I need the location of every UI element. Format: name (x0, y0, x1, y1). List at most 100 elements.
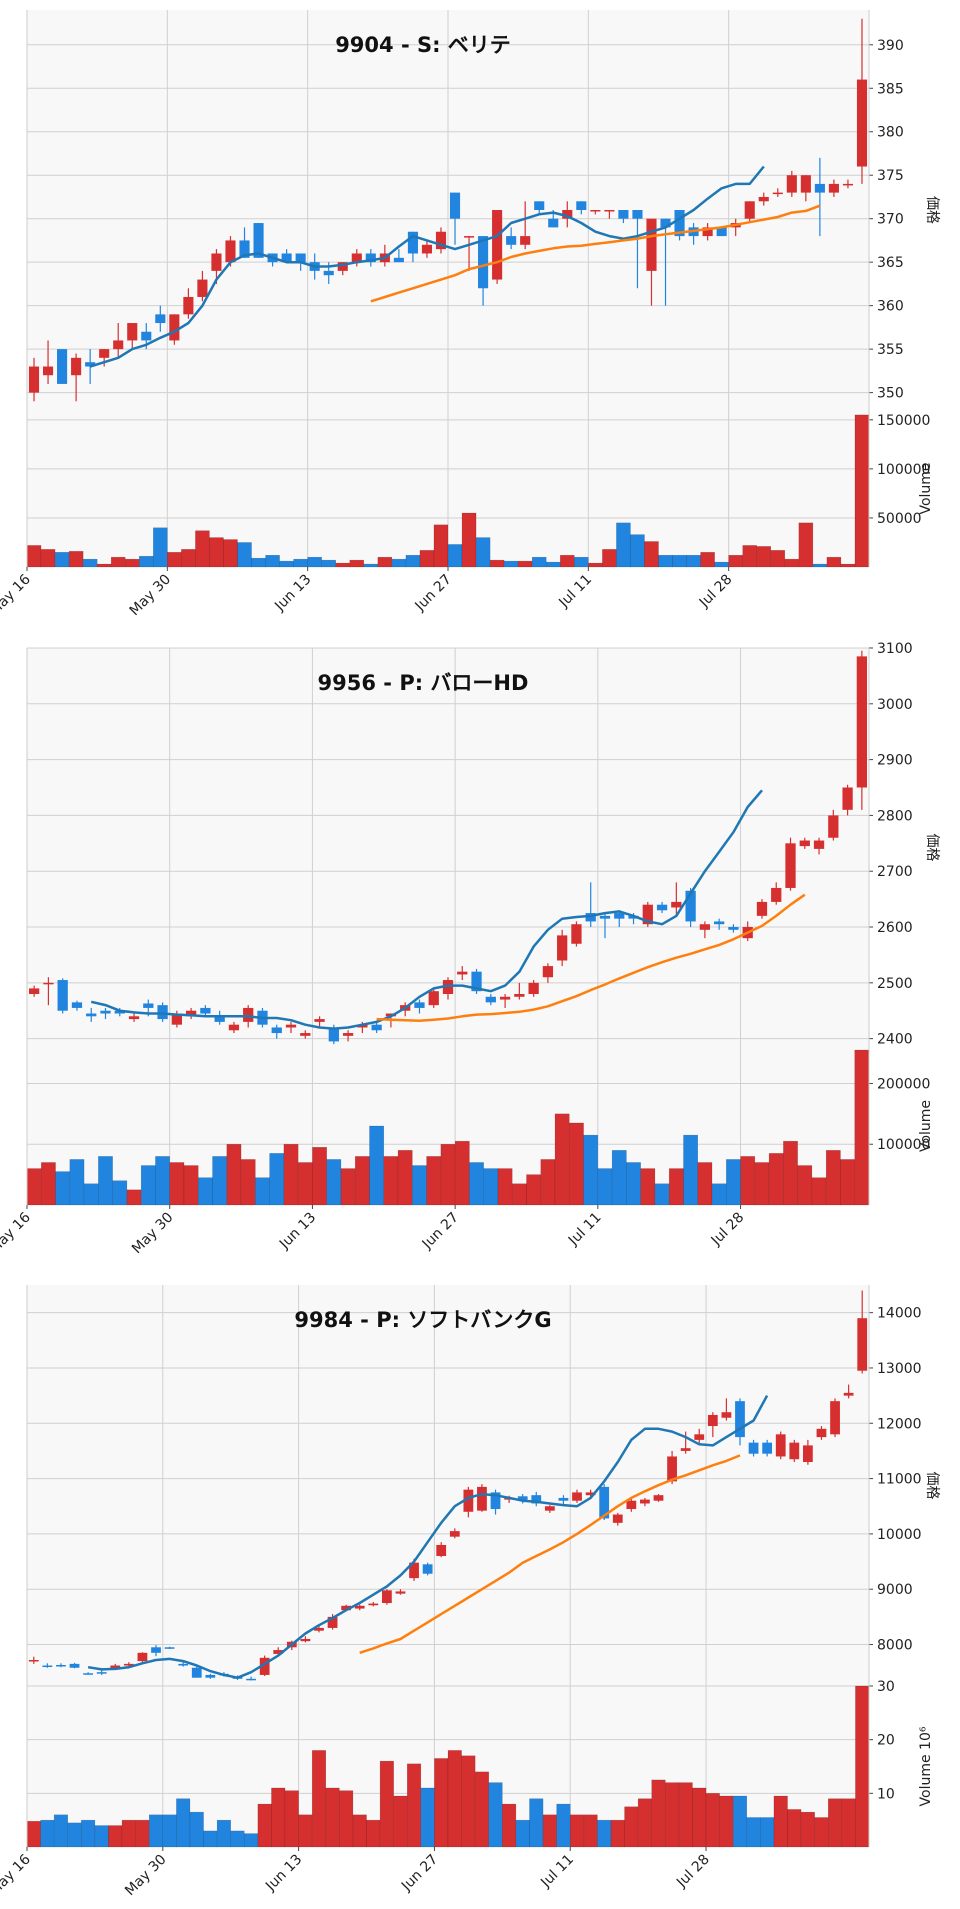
candle-body (200, 1007, 211, 1014)
volume-bar (654, 1183, 670, 1206)
volume-bar (307, 556, 322, 568)
candle-body (100, 1010, 111, 1014)
candle-body (800, 175, 811, 193)
x-tick-label: Jul 11 (565, 1210, 605, 1250)
candle-body (185, 1010, 197, 1017)
candle-body (843, 1392, 854, 1396)
moving-average-5 (87, 1395, 769, 1679)
y-tick-label: 2500 (877, 976, 913, 992)
candle-body (828, 183, 839, 193)
candle-body (520, 236, 531, 245)
candle-body (599, 915, 611, 919)
candle-body (499, 996, 511, 1000)
moving-average-25 (370, 204, 821, 303)
candle-body (191, 1667, 202, 1678)
candle-body (775, 1434, 786, 1457)
volume-bar (746, 1817, 761, 1848)
candle-body (585, 913, 596, 922)
volume-bar (393, 1795, 408, 1848)
volume-bar (135, 1819, 150, 1848)
volume-bar (96, 563, 112, 568)
candle-body (756, 901, 768, 916)
volume-bar (265, 554, 280, 568)
volume-bar (379, 1760, 394, 1848)
volume-bar (244, 1833, 259, 1848)
volume-bar (420, 1787, 435, 1848)
volume-bar (383, 1156, 399, 1206)
volume-tick-label: 100000 (877, 462, 930, 478)
volume-bar (742, 545, 757, 568)
volume-bar (335, 562, 351, 568)
volume-bar (311, 1750, 327, 1848)
candle-body (422, 1564, 433, 1574)
candle-body (478, 236, 489, 289)
volume-bar (768, 1153, 784, 1206)
volume-bar (611, 1150, 627, 1206)
volume-bar (454, 1140, 470, 1206)
candle-body (646, 218, 657, 271)
candle-body (640, 1499, 650, 1504)
volume-tick-label: 100000 (877, 1137, 930, 1153)
candle-body (492, 210, 503, 280)
volume-bar (167, 552, 182, 568)
candle-body (785, 843, 796, 888)
volume-bar (369, 1125, 385, 1206)
candle-body (28, 988, 40, 994)
moving-average-25 (376, 893, 806, 1023)
candle-body (243, 1007, 254, 1022)
volume-bar (339, 1790, 354, 1848)
candle-body (442, 980, 454, 994)
volume-bar (321, 559, 336, 568)
x-tick-label: Jul 11 (537, 1852, 577, 1892)
y-tick-label: 12000 (877, 1416, 922, 1432)
candle-body (656, 904, 668, 911)
volume-bar (602, 549, 617, 568)
candle-body (342, 1033, 354, 1036)
y-tick-label: 2900 (877, 753, 913, 769)
volume-bar (637, 1798, 652, 1848)
candle-body (42, 366, 54, 376)
candle-body (830, 1401, 840, 1435)
volume-bar (98, 1156, 113, 1206)
volume-bar (433, 524, 449, 568)
candle-body (96, 1672, 107, 1674)
candle-body (557, 935, 568, 961)
candle-body (183, 296, 194, 315)
volume-bar (461, 1755, 476, 1848)
volume-bar (797, 1165, 813, 1206)
volume-bar (569, 1122, 584, 1206)
candle-body (56, 1664, 66, 1667)
candle-body (83, 1673, 94, 1675)
volume-bar (560, 554, 575, 568)
volume-bar (697, 1162, 713, 1206)
candle-body (314, 1627, 324, 1631)
candle-body (699, 924, 711, 930)
volume-bar (840, 563, 856, 568)
volume-bar (616, 522, 631, 568)
candle-body (285, 1024, 297, 1028)
candle-body (449, 192, 461, 219)
volume-bar (240, 1159, 256, 1206)
volume-bar (511, 1183, 527, 1206)
candle-body (506, 236, 517, 245)
volume-bar (515, 1819, 530, 1848)
volume-bar (67, 1822, 82, 1848)
volume-bar (426, 1156, 442, 1206)
volume-bar (705, 1793, 720, 1848)
volume-tick-label: 200000 (877, 1076, 930, 1092)
candle-body (178, 1663, 189, 1666)
candle-body (351, 253, 362, 263)
volume-bar (840, 1159, 855, 1206)
price-axis-label: 価格 (924, 834, 940, 862)
volume-bar (597, 1168, 613, 1206)
candle-body (544, 1506, 555, 1511)
candle-body (214, 1016, 225, 1022)
volume-bar (569, 1814, 585, 1848)
volume-bar (474, 1771, 489, 1848)
candle-body (127, 323, 138, 341)
volume-bar (181, 549, 196, 568)
y-tick-label: 14000 (877, 1306, 922, 1322)
candle-body (155, 314, 166, 324)
volume-bar (363, 563, 379, 568)
candle-body (164, 1647, 175, 1649)
